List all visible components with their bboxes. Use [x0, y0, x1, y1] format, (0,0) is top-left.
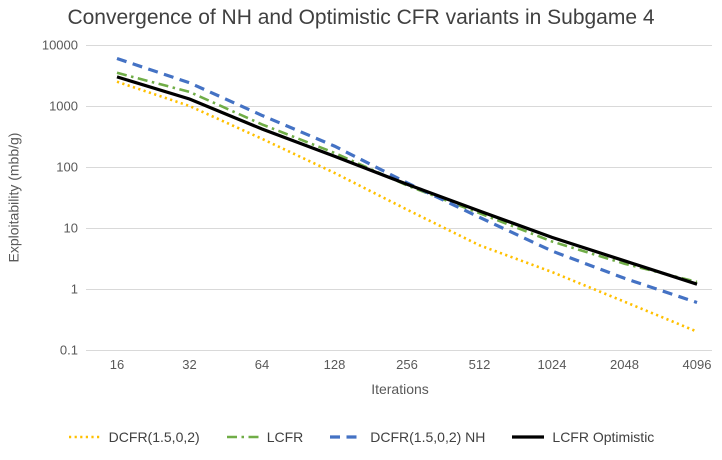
- plot-area: 10000 1000 100 10 1 0.1 16 32 64 128 256 512 1024 204…: [42, 38, 712, 372]
- legend-label-lcfr: LCFR: [266, 429, 304, 445]
- y-tick-label: 0.1: [60, 343, 78, 358]
- legend-line-sample-lcfr-optimistic: [512, 435, 545, 439]
- legend-item-lcfr: LCFR: [226, 429, 304, 445]
- x-tick-label: 4096: [683, 357, 712, 372]
- x-tick-label: 16: [110, 357, 124, 372]
- legend-line-sample-dcfr-1-5-0-2-nh: [330, 435, 363, 439]
- y-tick-label: 10000: [42, 38, 78, 53]
- x-tick-label: 512: [469, 357, 491, 372]
- legend: DCFR(1.5,0,2) LCFR DCFR(1.5,0,2) NH LCFR Op…: [0, 424, 722, 450]
- chart-title: Convergence of NH and Optimistic CFR var…: [67, 6, 655, 29]
- legend-label-dcfr-1-5-0-2-nh: DCFR(1.5,0,2) NH: [370, 429, 486, 445]
- legend-item-dcfr-1-5-0-2: DCFR(1.5,0,2): [68, 429, 200, 445]
- x-tick-label: 64: [255, 357, 269, 372]
- x-tick-label: 256: [396, 357, 418, 372]
- x-tick-label: 1024: [538, 357, 567, 372]
- legend-label-dcfr-1-5-0-2: DCFR(1.5,0,2): [108, 429, 200, 445]
- series-line-dcfr-1-5-0-2-nh: [116, 56, 698, 305]
- series-line-dcfr-1-5-0-2: [116, 80, 698, 333]
- legend-line-sample-dcfr-1-5-0-2: [68, 435, 101, 439]
- legend-item-dcfr-1-5-0-2-nh: DCFR(1.5,0,2) NH: [329, 429, 485, 445]
- legend-item-lcfr-optimistic: LCFR Optimistic: [511, 429, 654, 445]
- y-tick-label: 1000: [49, 99, 78, 114]
- legend-line-sample-lcfr: [226, 435, 259, 439]
- legend-label-lcfr-optimistic: LCFR Optimistic: [552, 429, 655, 445]
- y-tick-label: 100: [56, 160, 78, 175]
- series-line-lcfr: [116, 71, 698, 284]
- x-tick-label: 2048: [610, 357, 639, 372]
- x-tick-label: 128: [324, 357, 346, 372]
- y-tick-label: 10: [64, 221, 78, 236]
- x-tick-label: 32: [182, 357, 196, 372]
- x-axis-title: Iterations: [371, 381, 429, 397]
- series-line-lcfr-optimistic: [116, 75, 698, 286]
- y-tick-label: 1: [71, 282, 78, 297]
